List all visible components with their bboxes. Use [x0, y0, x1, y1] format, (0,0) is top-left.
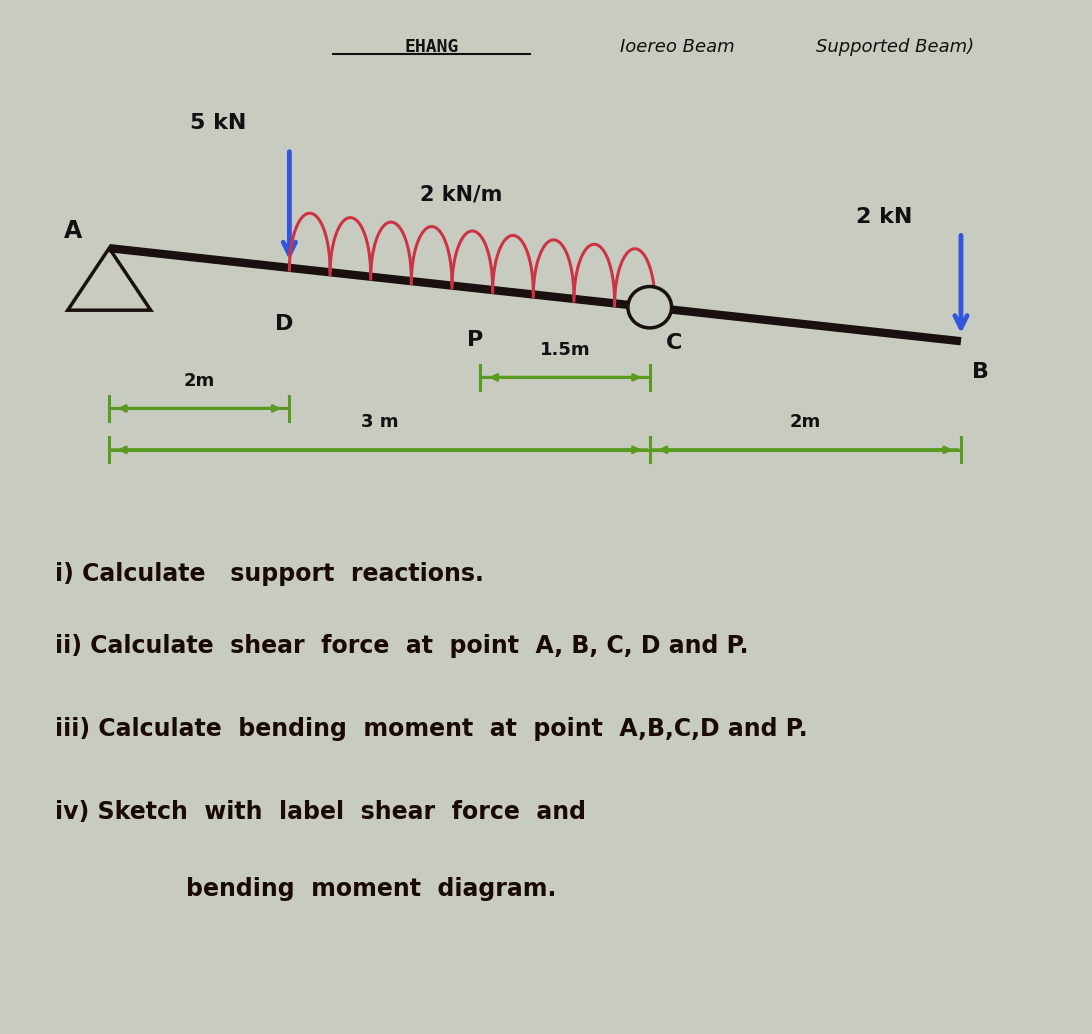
Text: iii) Calculate  bending  moment  at  point  A,B,C,D and P.: iii) Calculate bending moment at point A…	[55, 717, 807, 741]
Text: P: P	[467, 330, 483, 351]
Text: iv) Sketch  with  label  shear  force  and: iv) Sketch with label shear force and	[55, 799, 585, 824]
Text: 2m: 2m	[790, 414, 821, 431]
Text: 2 kN/m: 2 kN/m	[420, 185, 502, 205]
Text: B: B	[972, 362, 989, 382]
Text: C: C	[666, 333, 682, 353]
Text: 5 kN: 5 kN	[190, 114, 247, 133]
Text: Supported Beam): Supported Beam)	[817, 37, 974, 56]
Text: EHANG: EHANG	[404, 37, 459, 56]
Text: 2m: 2m	[183, 372, 215, 390]
Text: Ioereo Beam: Ioereo Beam	[620, 37, 734, 56]
Text: 3 m: 3 m	[360, 414, 399, 431]
Text: i) Calculate   support  reactions.: i) Calculate support reactions.	[55, 561, 484, 586]
Circle shape	[628, 286, 672, 328]
Text: bending  moment  diagram.: bending moment diagram.	[186, 877, 556, 902]
Text: 1.5m: 1.5m	[539, 341, 591, 359]
Text: ii) Calculate  shear  force  at  point  A, B, C, D and P.: ii) Calculate shear force at point A, B,…	[55, 634, 748, 659]
Text: 2 kN: 2 kN	[856, 208, 913, 227]
Text: D: D	[275, 314, 293, 334]
Text: A: A	[63, 219, 82, 243]
